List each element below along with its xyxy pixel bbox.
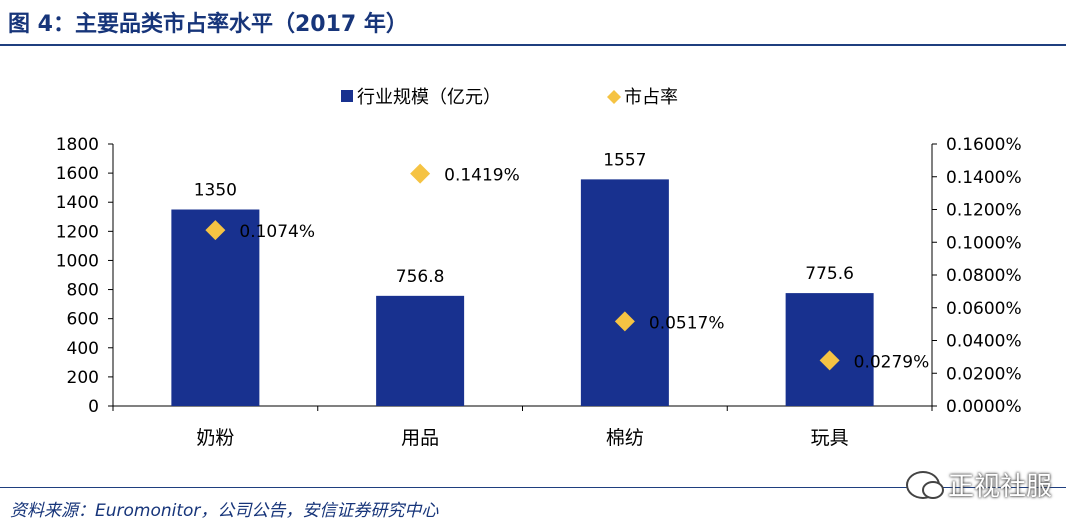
- share-marker: [410, 163, 431, 184]
- title-divider: [0, 44, 1066, 46]
- x-tick-label: 玩具: [811, 427, 849, 449]
- share-value-label: 0.1074%: [239, 222, 315, 242]
- watermark: 正视社服: [906, 466, 1052, 503]
- y-right-tick-label: 0.0400%: [946, 332, 1022, 352]
- share-marker: [614, 311, 635, 332]
- bar: [580, 179, 669, 406]
- bar: [376, 295, 465, 406]
- share-marker: [819, 350, 840, 371]
- legend-marker-label: 市占率: [624, 87, 678, 108]
- bar-value-label: 775.6: [805, 264, 854, 284]
- y-left-tick-label: 1800: [56, 135, 99, 155]
- share-marker: [205, 220, 226, 241]
- share-value-label: 0.0517%: [649, 313, 725, 333]
- figure-title: 图 4：主要品类市占率水平（2017 年）: [8, 12, 408, 37]
- y-left-tick-label: 1200: [56, 222, 99, 242]
- y-left-tick-label: 800: [67, 281, 99, 301]
- chart: 0 200 400 600 800 1000 1200 1400 1600 1800 0.0000%…: [56, 87, 1022, 449]
- legend-marker-swatch: [607, 90, 621, 104]
- y-left-tick-label: 1600: [56, 164, 99, 184]
- bar-value-label: 756.8: [396, 267, 445, 287]
- bar-value-label: 1557: [603, 150, 646, 170]
- x-tick-label: 用品: [401, 427, 439, 449]
- share-value-label: 0.0279%: [854, 352, 930, 372]
- bar-value-label: 1350: [194, 181, 237, 201]
- watermark-text: 正视社服: [948, 472, 1053, 502]
- bar: [171, 209, 260, 406]
- source-note: 资料来源：Euromonitor，公司公告，安信证券研究中心: [10, 501, 439, 521]
- x-tick-label: 棉纺: [606, 427, 644, 449]
- y-left-tick-label: 1000: [56, 251, 99, 271]
- y-right-tick-label: 0.1000%: [946, 233, 1022, 253]
- y-right-tick-label: 0.1400%: [946, 168, 1022, 188]
- y-right-tick-label: 0.0200%: [946, 364, 1022, 384]
- x-tick-label: 奶粉: [196, 427, 234, 449]
- bar: [785, 293, 874, 406]
- source-divider: [0, 487, 1066, 488]
- y-right-tick-label: 0.0800%: [946, 266, 1022, 286]
- y-right-tick-label: 0.1200%: [946, 201, 1022, 221]
- y-left-tick-label: 200: [67, 368, 99, 388]
- y-left-tick-label: 400: [67, 339, 99, 359]
- share-value-label: 0.1419%: [444, 166, 520, 186]
- y-right-tick-label: 0.0000%: [946, 397, 1022, 417]
- y-left-tick-label: 1400: [56, 193, 99, 213]
- y-right-tick-label: 0.0600%: [946, 299, 1022, 319]
- legend-bar-label: 行业规模（亿元）: [357, 87, 501, 108]
- y-left-tick-label: 600: [67, 310, 99, 330]
- y-left-tick-label: 0: [88, 397, 99, 417]
- wechat-icon: [906, 470, 944, 499]
- legend-bar-swatch: [341, 90, 353, 102]
- y-right-tick-label: 0.1600%: [946, 135, 1022, 155]
